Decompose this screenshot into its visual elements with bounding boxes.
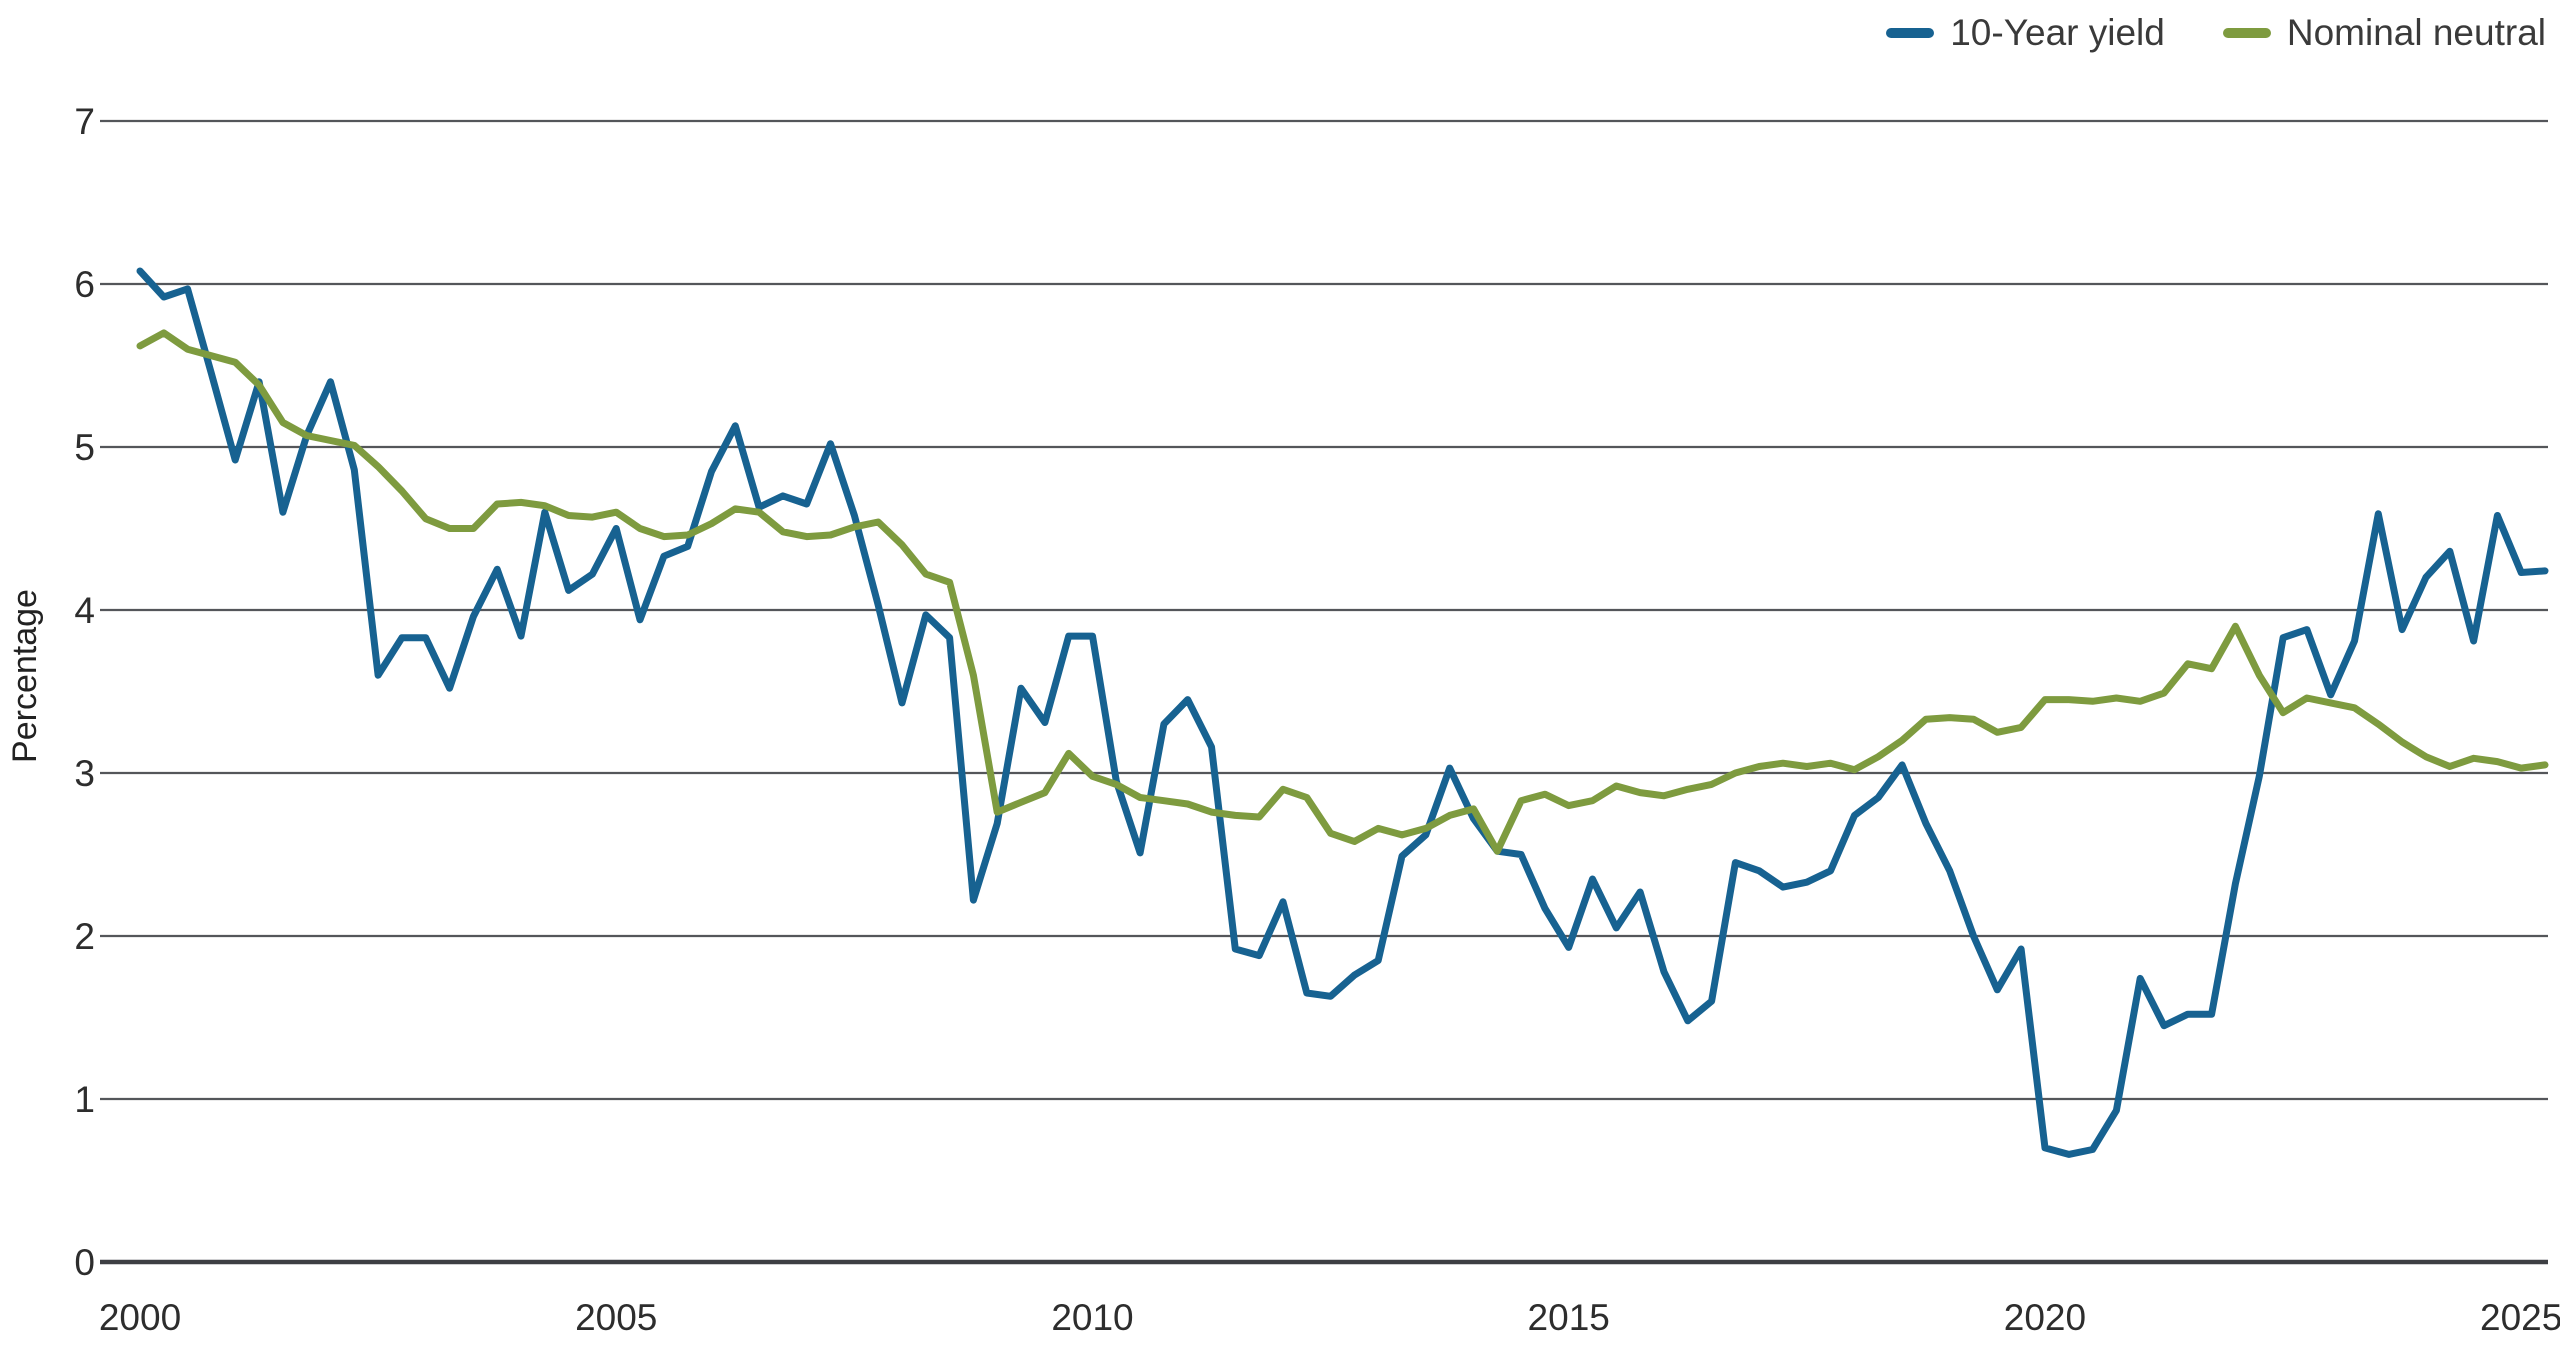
y-axis-title: Percentage bbox=[6, 589, 44, 763]
legend-swatch-nominal-neutral bbox=[2222, 28, 2271, 38]
y-tick-label-0: 0 bbox=[74, 1242, 95, 1283]
legend-item-10-year-yield: 10-Year yield bbox=[1886, 12, 2165, 54]
x-tick-label-2025: 2025 bbox=[2480, 1297, 2560, 1338]
y-tick-label-3: 3 bbox=[74, 753, 95, 794]
x-tick-label-2015: 2015 bbox=[1528, 1297, 1610, 1338]
y-tick-label-4: 4 bbox=[74, 590, 95, 631]
legend-label-10-year-yield: 10-Year yield bbox=[1950, 12, 2165, 53]
legend-swatch-10-year-yield bbox=[1886, 28, 1935, 38]
x-tick-label-2010: 2010 bbox=[1051, 1297, 1133, 1338]
series-line-nominal-neutral bbox=[136, 329, 2549, 855]
y-tick-label-2: 2 bbox=[74, 916, 95, 957]
y-tick-label-7: 7 bbox=[74, 101, 95, 142]
gridlines bbox=[100, 119, 2548, 1265]
y-tick-label-1: 1 bbox=[74, 1079, 95, 1120]
x-tick-label-2005: 2005 bbox=[575, 1297, 657, 1338]
y-tick-label-6: 6 bbox=[74, 264, 95, 305]
chart-legend: 10-Year yield Nominal neutral bbox=[1886, 12, 2546, 54]
legend-label-nominal-neutral: Nominal neutral bbox=[2286, 12, 2546, 53]
x-tick-label-2020: 2020 bbox=[2004, 1297, 2086, 1338]
series-lines bbox=[136, 267, 2549, 1158]
y-axis-tick-labels: 0 1 2 3 4 5 6 7 bbox=[74, 101, 95, 1283]
series-line-10-year-yield bbox=[136, 267, 2549, 1158]
legend-item-nominal-neutral: Nominal neutral bbox=[2222, 12, 2546, 54]
x-tick-label-2000: 2000 bbox=[99, 1297, 181, 1338]
x-axis-tick-labels: 2000 2005 2010 2015 2020 2025 bbox=[99, 1297, 2560, 1338]
y-tick-label-5: 5 bbox=[74, 427, 95, 468]
